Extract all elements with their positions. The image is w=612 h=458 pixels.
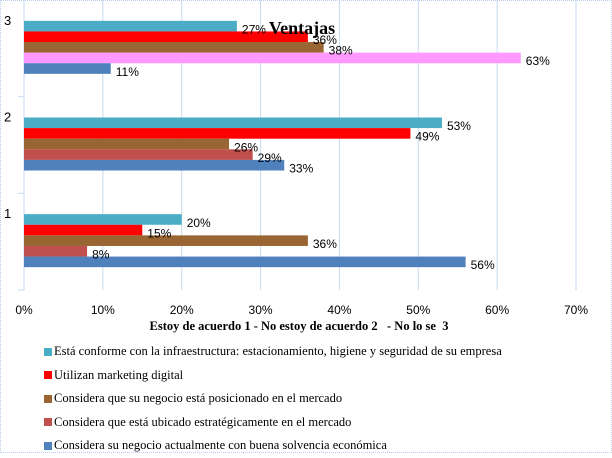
- category-label: 2: [4, 110, 11, 125]
- x-tick-label: 10%: [91, 303, 115, 317]
- data-label: 36%: [313, 237, 337, 251]
- bar: [24, 117, 442, 129]
- bar: [24, 138, 230, 150]
- bar: [24, 52, 521, 64]
- category-label: 1: [4, 206, 11, 221]
- legend-item: Está conforme con la infraestructura: es…: [44, 340, 502, 364]
- bar: [24, 235, 308, 246]
- bar: [24, 63, 111, 74]
- bar: [24, 31, 308, 43]
- x-tick-label: 20%: [170, 303, 194, 317]
- bar: [24, 214, 182, 225]
- data-label: 15%: [147, 226, 171, 240]
- legend: Está conforme con la infraestructura: es…: [44, 340, 502, 458]
- bar: [24, 149, 253, 160]
- data-label: 11%: [116, 65, 139, 79]
- data-label: 36%: [313, 33, 337, 47]
- data-label: 27%: [242, 22, 266, 36]
- data-label: 38%: [329, 44, 353, 58]
- data-label: 53%: [447, 119, 471, 133]
- bar: [24, 245, 88, 257]
- chart-title: Ventajas: [269, 18, 335, 38]
- x-tick-label: 0%: [15, 303, 33, 317]
- bar: [24, 42, 324, 53]
- legend-swatch: [44, 418, 52, 427]
- x-tick-label: 60%: [485, 303, 509, 317]
- x-axis-ticks: 0% 10% 20% 30% 40% 50% 60% 70%: [15, 303, 588, 317]
- legend-swatch: [44, 371, 52, 380]
- category-label: 3: [4, 13, 11, 28]
- y-axis-categories: 1 2 3: [4, 13, 11, 221]
- bars: [24, 20, 521, 268]
- bar: [24, 256, 466, 268]
- bar: [24, 20, 237, 32]
- data-label: 26%: [234, 140, 258, 154]
- data-label: 33%: [289, 162, 313, 176]
- data-label: 63%: [526, 54, 550, 68]
- legend-item: Utilizan marketing digital: [44, 364, 502, 388]
- legend-label: Considera su negocio actualmente con bue…: [54, 438, 387, 453]
- data-label: 8%: [92, 248, 110, 262]
- legend-swatch: [44, 441, 52, 450]
- legend-label: Utilizan marketing digital: [54, 367, 184, 382]
- legend-label: Considera que su negocio está posicionad…: [54, 391, 343, 406]
- legend-swatch: [44, 347, 52, 356]
- x-tick-label: 40%: [327, 303, 351, 317]
- data-label: 29%: [258, 151, 282, 165]
- data-label: 56%: [471, 258, 495, 272]
- x-tick-label: 30%: [249, 303, 273, 317]
- x-tick-label: 50%: [406, 303, 430, 317]
- data-labels: 20%15%36%8%56%53%49%26%29%33%27%36%38%63…: [92, 22, 550, 272]
- data-label: 20%: [187, 216, 211, 230]
- legend-label: Está conforme con la infraestructura: es…: [54, 344, 502, 359]
- legend-item: Considera que su negocio está posicionad…: [44, 387, 502, 411]
- x-tick-label: 70%: [564, 303, 588, 317]
- bar: [24, 159, 285, 171]
- x-axis-label: Estoy de acuerdo 1 - No estoy de acuerdo…: [150, 319, 449, 333]
- data-label: 49%: [415, 130, 439, 144]
- legend-item: Considera su negocio actualmente con bue…: [44, 434, 502, 458]
- legend-label: Considera que está ubicado estratégicame…: [54, 414, 352, 429]
- bar: [24, 224, 143, 236]
- legend-swatch: [44, 394, 52, 403]
- bar: [24, 128, 411, 139]
- legend-item: Considera que está ubicado estratégicame…: [44, 411, 502, 435]
